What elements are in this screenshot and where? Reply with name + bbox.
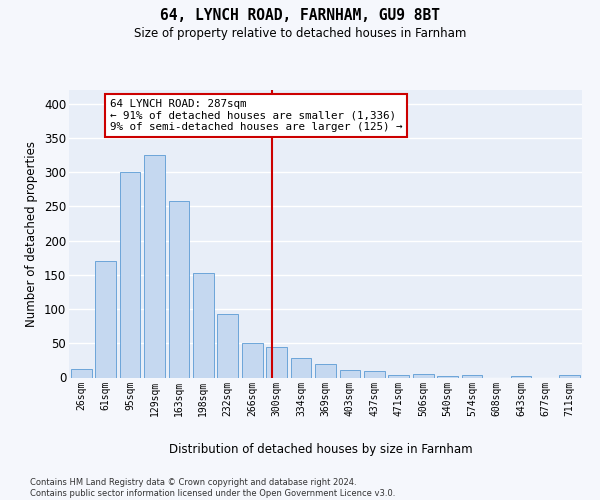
Text: Distribution of detached houses by size in Farnham: Distribution of detached houses by size … (169, 442, 473, 456)
Text: 64, LYNCH ROAD, FARNHAM, GU9 8BT: 64, LYNCH ROAD, FARNHAM, GU9 8BT (160, 8, 440, 22)
Bar (95, 261, 116, 378)
Bar (119, 172, 140, 378)
Bar (437, 376, 458, 378)
Bar (71, 368, 92, 378)
Bar (413, 374, 434, 378)
Bar (144, 155, 165, 378)
Text: Size of property relative to detached houses in Farnham: Size of property relative to detached ho… (134, 28, 466, 40)
Bar (290, 358, 311, 378)
Bar (217, 314, 238, 378)
Bar (193, 274, 214, 378)
Bar (388, 376, 409, 378)
Bar (242, 344, 263, 378)
Text: Contains HM Land Registry data © Crown copyright and database right 2024.
Contai: Contains HM Land Registry data © Crown c… (30, 478, 395, 498)
Bar (315, 364, 336, 378)
Bar (511, 376, 532, 378)
Y-axis label: Number of detached properties: Number of detached properties (25, 141, 38, 327)
Bar (266, 348, 287, 378)
Bar (340, 370, 361, 378)
Bar (461, 376, 482, 378)
Text: 64 LYNCH ROAD: 287sqm
← 91% of detached houses are smaller (1,336)
9% of semi-de: 64 LYNCH ROAD: 287sqm ← 91% of detached … (110, 98, 403, 132)
Bar (169, 201, 190, 378)
Bar (364, 370, 385, 378)
Bar (559, 376, 580, 378)
